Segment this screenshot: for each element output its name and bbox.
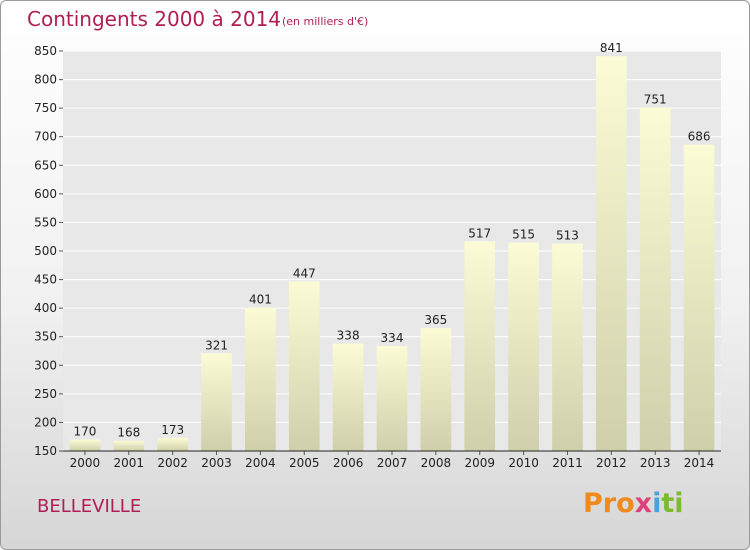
bar-value-label: 168 [117,426,140,440]
y-tick-label: 850 [34,44,57,58]
x-tick-labels: 2000 2001 2002 2003 2004 2005 2006 2007 2008 2009… [70,451,715,470]
x-tick-label: 2011 [552,456,583,470]
bar-value-label: 365 [424,313,447,327]
y-tick-label: 400 [34,301,57,315]
x-tick-label: 2012 [596,456,627,470]
bar [639,107,671,452]
bar [113,440,145,451]
bar-value-label: 334 [381,331,404,345]
bar-value-label: 513 [556,229,579,243]
x-tick-label: 2013 [640,456,671,470]
x-tick-label: 2007 [377,456,408,470]
x-tick-label: 2010 [508,456,539,470]
y-tick-label: 450 [34,273,57,287]
y-tick-label: 700 [34,130,57,144]
bar [508,242,539,451]
bar [157,437,189,451]
bar [420,328,452,451]
bar-value-label: 170 [73,425,96,439]
y-tick-label: 800 [34,73,57,87]
bar-value-label: 517 [468,226,491,240]
x-tick-label: 2004 [245,456,276,470]
y-tick-label: 200 [34,415,57,429]
y-tick-label: 250 [34,387,57,401]
y-tick-label: 550 [34,215,57,229]
bar-value-label: 173 [161,423,184,437]
bar [69,439,101,451]
bar-value-label: 686 [688,130,711,144]
y-tick-label: 350 [34,330,57,344]
bar-value-label: 321 [205,338,228,352]
proxiti-logo: Proxiti [583,488,684,519]
bar [552,243,583,451]
chart-title: Contingents 2000 à 2014 [27,7,282,31]
bar [201,353,232,451]
y-tick-label: 300 [34,358,57,372]
x-tick-label: 2014 [684,456,715,470]
x-tick-label: 2008 [421,456,452,470]
x-tick-label: 2001 [114,456,145,470]
y-tick-label: 150 [34,444,57,458]
bar [376,345,408,451]
bar-value-label: 401 [249,293,272,307]
y-tick-labels: 150 200 250 300 350 400 450 500 550 600 650 700 750 8… [34,44,57,458]
bar-value-label: 338 [337,329,360,343]
x-tick-label: 2006 [333,456,364,470]
bar [245,307,276,451]
x-tick-label: 2003 [201,456,232,470]
chart-subtitle: (en milliers d'€) [282,15,369,28]
x-tick-label: 2005 [289,456,320,470]
y-tick-label: 650 [34,158,57,172]
commune-name: BELLEVILLE [37,496,142,517]
bar-value-label: 447 [293,266,316,280]
y-tick-label: 750 [34,101,57,115]
bar [683,144,715,451]
bar [332,343,364,451]
x-tick-label: 2009 [464,456,495,470]
bar-value-label: 751 [644,93,667,107]
y-tick-label: 500 [34,244,57,258]
bar [464,241,496,451]
bar-value-label: 515 [512,227,535,241]
bars: 170 168 173 321 401 447 338 334 365 517 515 513 841 7… [69,41,715,452]
x-tick-label: 2002 [157,456,188,470]
bar [595,56,627,452]
y-tick-label: 600 [34,187,57,201]
x-tick-label: 2000 [70,456,101,470]
bar-value-label: 841 [600,41,623,55]
bar [288,281,320,451]
